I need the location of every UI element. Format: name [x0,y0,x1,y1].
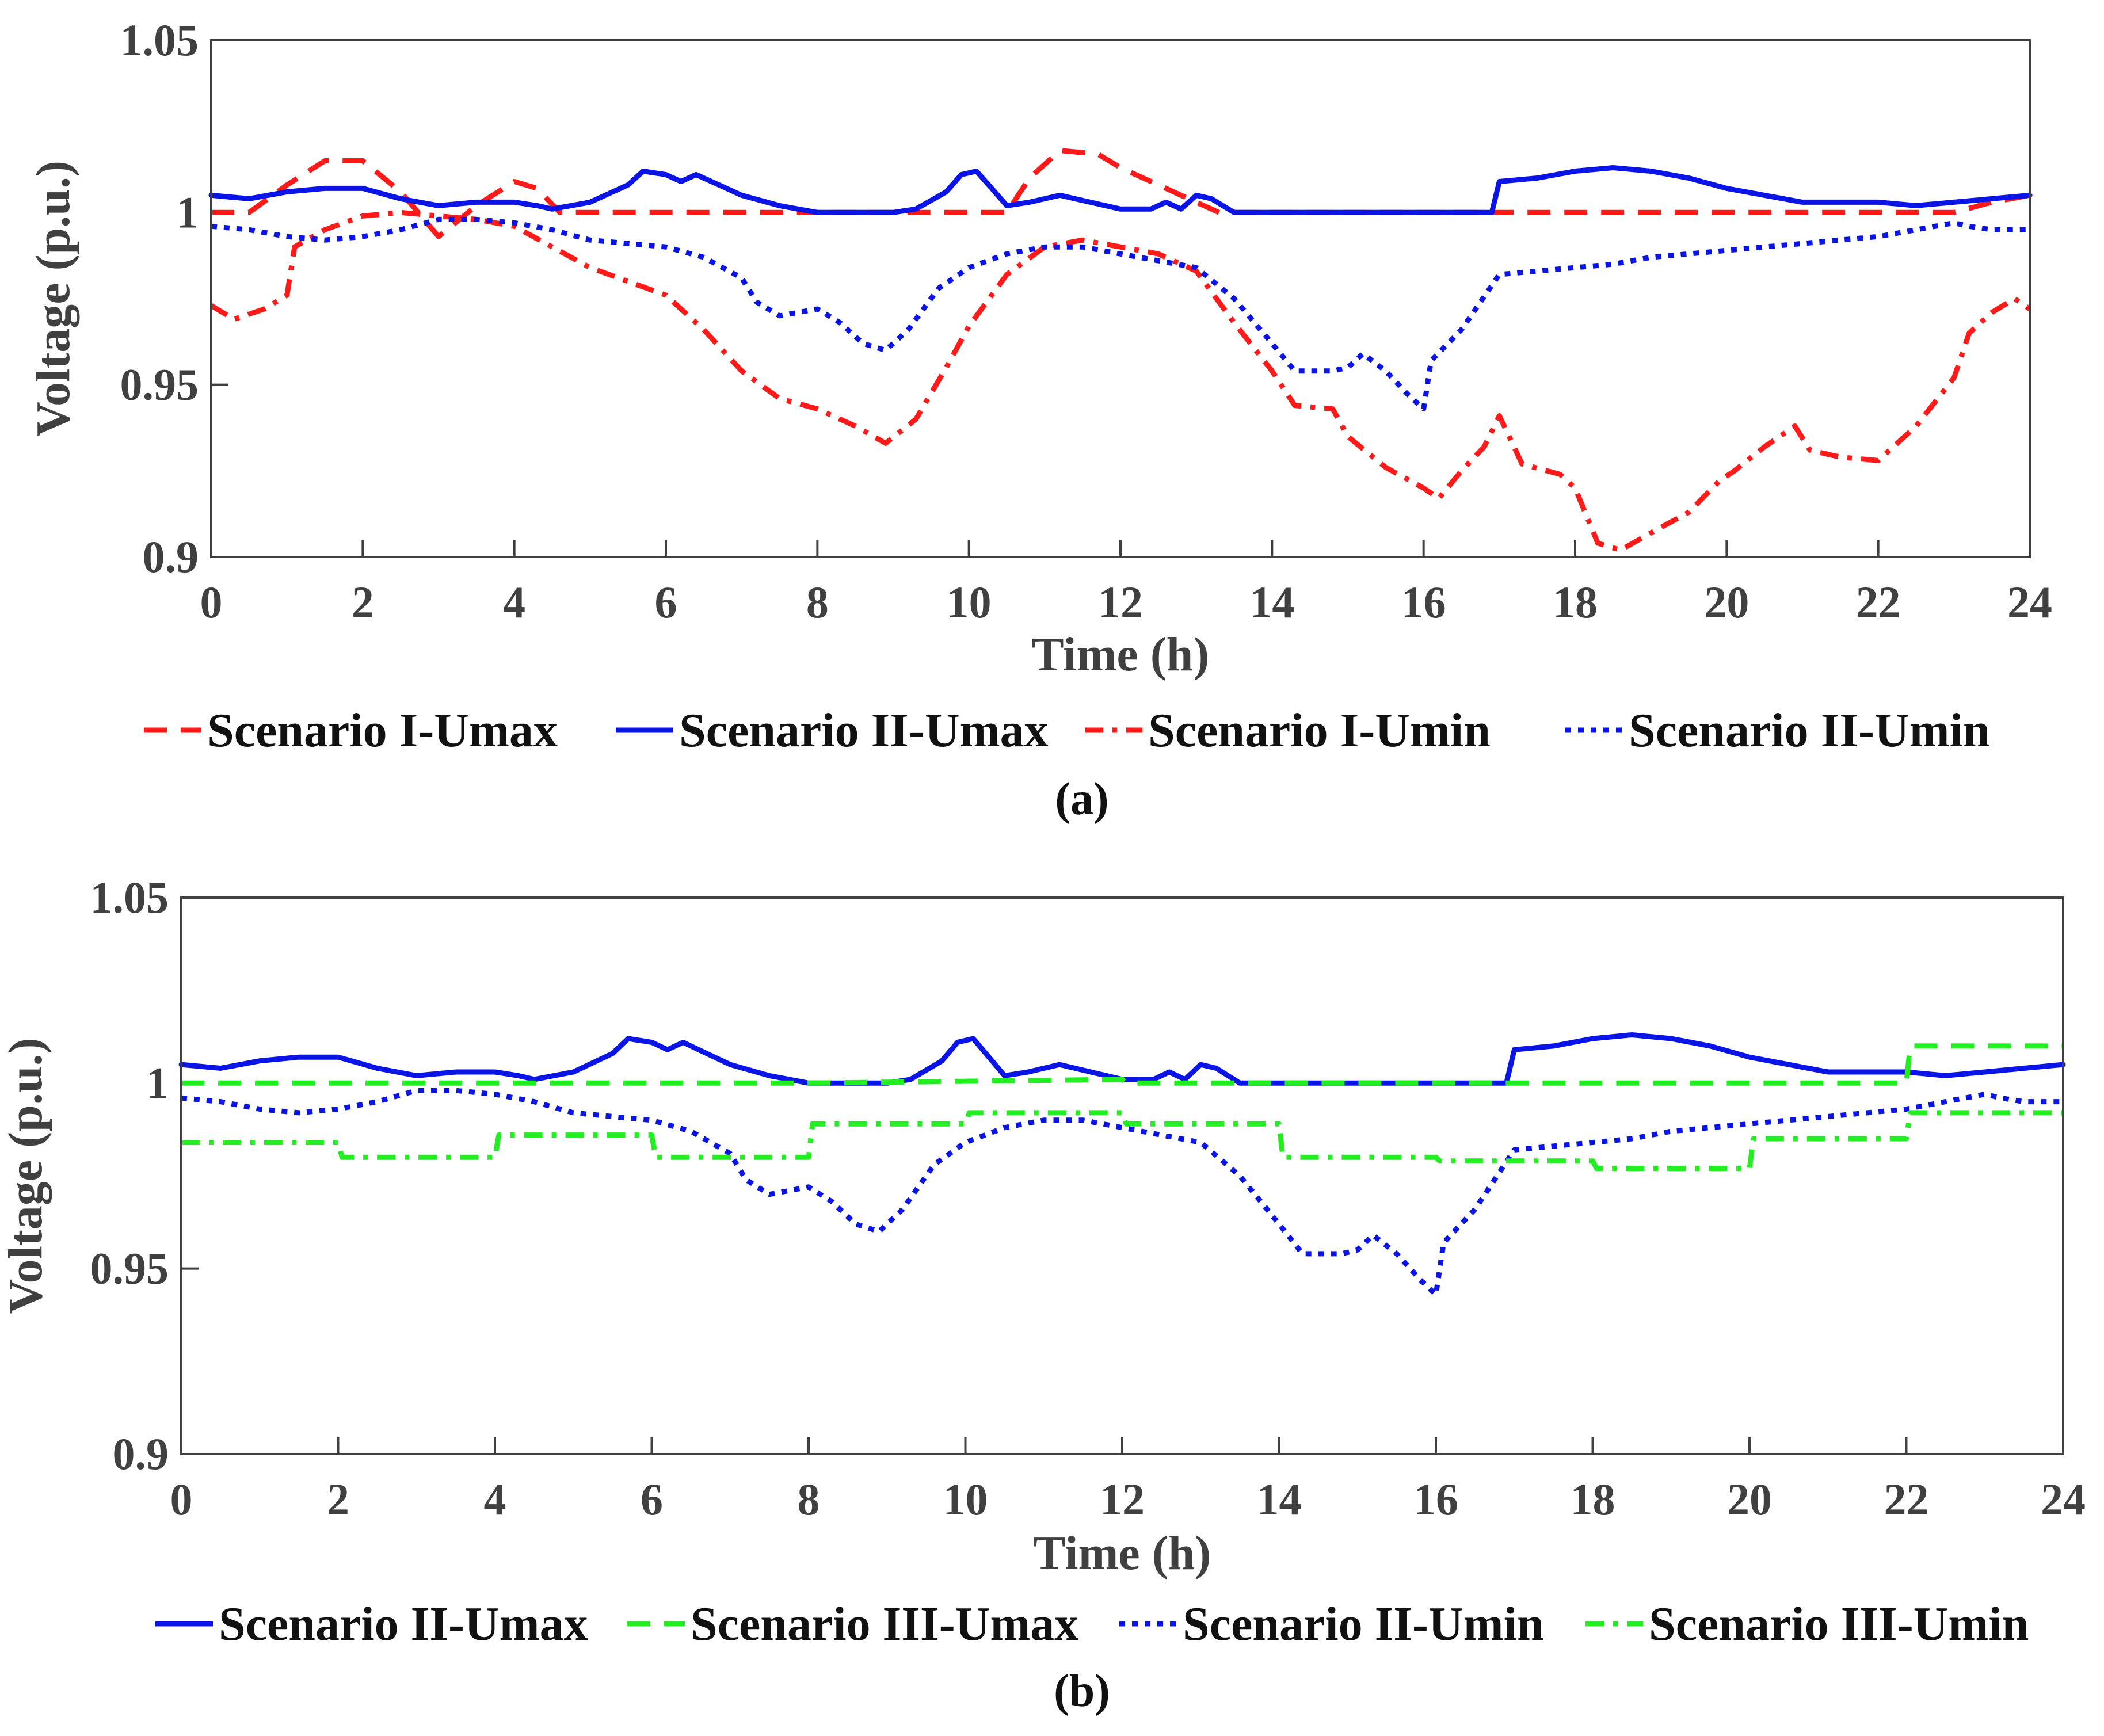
panel-caption-a: (a) [1055,774,1108,825]
y-axis-label-b: Voltage (p.u.) [0,1038,52,1314]
x-tick-label: 20 [1727,1474,1772,1524]
x-tick-label: 8 [798,1474,820,1524]
x-tick-label: 18 [1553,577,1598,627]
axes-frame-b [180,896,2064,1455]
x-ticks-b: 0 2 4 6 8 10 12 14 16 18 20 22 24 [170,1437,2086,1524]
legend-label: Scenario II-Umin [1629,704,1990,757]
y-tick-label: 0.95 [90,1243,169,1294]
x-tick-label: 10 [943,1474,988,1524]
legend-label: Scenario I-Umax [207,704,558,757]
x-ticks-a: 0 2 4 6 8 10 12 14 16 18 20 22 24 [200,540,2052,627]
y-tick-label: 1.05 [120,15,199,65]
series-line-scenario-ii-umin [181,1088,2063,1298]
panel-caption-b: (b) [1054,1666,1110,1716]
legend-label: Scenario II-Umax [219,1597,588,1651]
x-tick-label: 24 [2041,1474,2086,1524]
x-tick-label: 4 [503,577,525,627]
series-line-scenario-iii-umax [181,1043,2063,1086]
x-tick-label: 24 [2007,577,2052,627]
y-tick-label: 1 [146,1058,169,1108]
x-tick-label: 0 [170,1474,193,1524]
x-axis-label-a: Time (h) [1032,628,1210,681]
x-tick-label: 4 [484,1474,506,1524]
legend-label: Scenario I-Umin [1148,704,1491,757]
legend-label: Scenario II-Umax [679,704,1049,757]
x-tick-label: 0 [200,577,223,627]
legend-a: Scenario I-Umax Scenario II-Umax Scenario … [144,704,1990,757]
axes-frame-a [210,39,2031,558]
x-tick-label: 16 [1401,577,1446,627]
y-tick-label: 1 [176,187,199,237]
x-tick-label: 12 [1098,577,1143,627]
y-tick-label: 0.9 [143,532,199,582]
series-line-scenario-ii-umax [208,165,2033,215]
x-tick-label: 22 [1856,577,1901,627]
y-tick-label: 0.95 [120,360,199,410]
y-tick-label: 0.9 [113,1429,169,1479]
x-tick-label: 14 [1249,577,1294,627]
y-ticks-b: 0.9 0.95 1 1.05 [90,872,199,1479]
x-tick-label: 8 [806,577,829,627]
x-tick-label: 16 [1413,1474,1458,1524]
x-tick-label: 6 [641,1474,663,1524]
legend-label: Scenario III-Umin [1649,1597,2029,1651]
series-line-scenario-ii-umin [211,216,2030,412]
x-tick-label: 10 [947,577,992,627]
x-tick-label: 12 [1100,1474,1145,1524]
series-group-b [178,1032,2066,1298]
x-tick-label: 22 [1884,1474,1929,1524]
y-tick-label: 1.05 [90,872,169,922]
x-tick-label: 20 [1704,577,1749,627]
series-line-scenario-i-umax [211,148,2030,239]
y-axis-label-a: Voltage (p.u.) [26,161,80,437]
series-line-scenario-ii-umax [178,1032,2066,1086]
x-tick-label: 14 [1257,1474,1302,1524]
series-line-scenario-iii-umin [181,1110,2063,1172]
legend-label: Scenario II-Umin [1183,1597,1544,1651]
x-tick-label: 2 [352,577,374,627]
series-group-a [208,148,2033,553]
x-tick-label: 18 [1571,1474,1615,1524]
legend-label: Scenario III-Umax [691,1597,1078,1651]
x-tick-label: 2 [327,1474,349,1524]
series-line-scenario-i-umin [209,209,2031,553]
x-axis-label-b: Time (h) [1034,1527,1211,1580]
legend-b: Scenario II-Umax Scenario III-Umax Scenari… [155,1597,2029,1651]
x-tick-label: 6 [655,577,677,627]
